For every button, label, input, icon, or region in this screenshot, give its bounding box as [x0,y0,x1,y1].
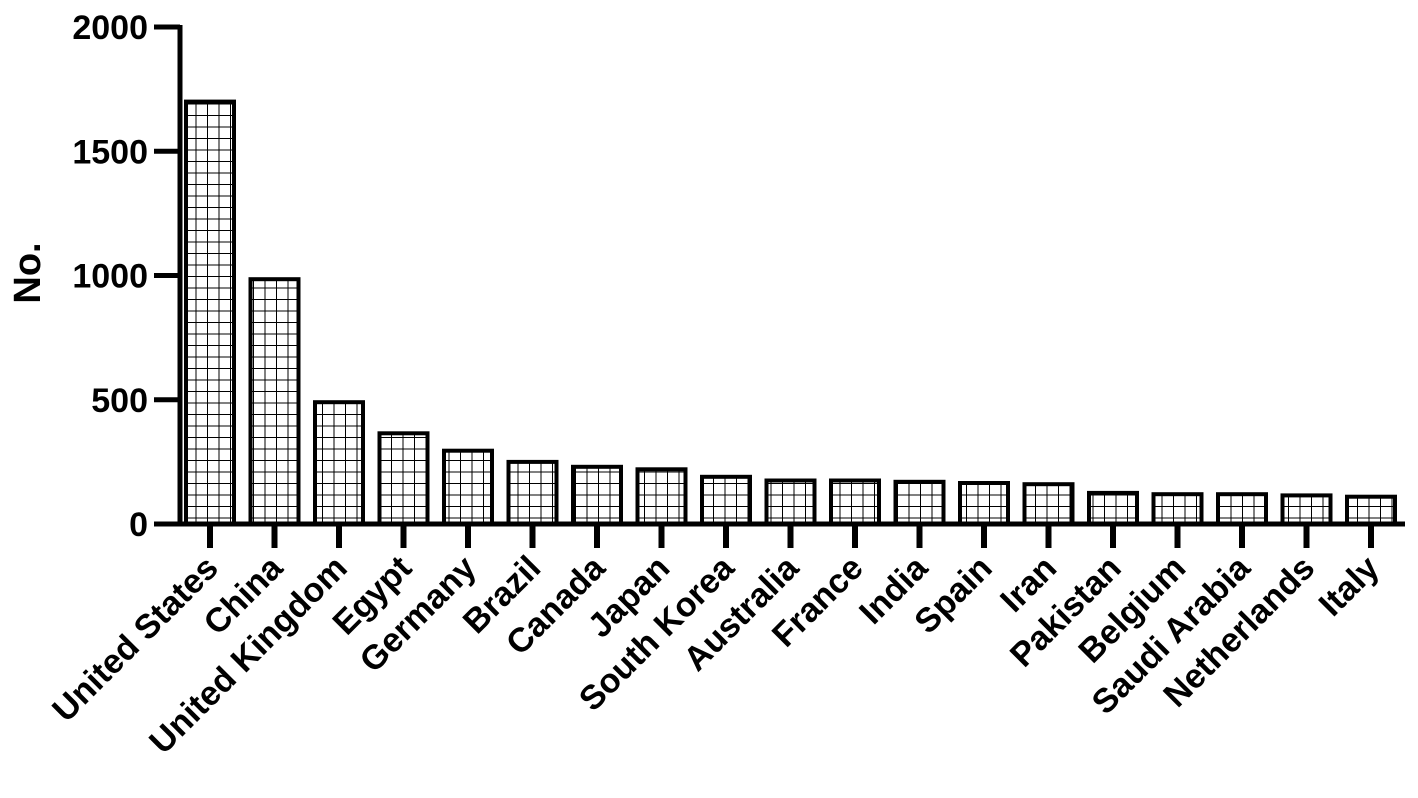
y-ticks-layer: 0 500 1000 1500 2000 [72,9,180,544]
bar-egypt [377,431,430,526]
bar-japan [635,467,688,526]
y-tick-label: 0 [129,506,148,544]
bar-italy [1345,494,1397,527]
bar-china [248,277,301,527]
bar-iran [1022,482,1075,527]
bar-belgium [1151,492,1204,527]
bar-saudi-arabia [1216,492,1268,527]
y-axis-title: No. [7,242,49,303]
bars-layer [184,99,1397,527]
bar-france [829,478,881,526]
x-tick-label: Italy [1312,549,1387,624]
bar-united-kingdom [313,400,365,527]
y-tick-label: 2000 [72,9,148,47]
y-tick-label: 500 [91,382,148,420]
bar-netherlands [1280,493,1333,526]
bar-brazil [506,459,559,526]
y-tick-label: 1500 [72,133,148,171]
bar-spain [958,481,1010,526]
bar-south-korea [700,474,752,526]
bar-canada [571,464,623,526]
bar-pakistan [1087,490,1139,526]
y-tick-label: 1000 [72,258,148,296]
bar-united-states [184,99,236,526]
bar-australia [764,478,817,526]
bar-germany [442,448,494,527]
bar-india [893,479,946,526]
